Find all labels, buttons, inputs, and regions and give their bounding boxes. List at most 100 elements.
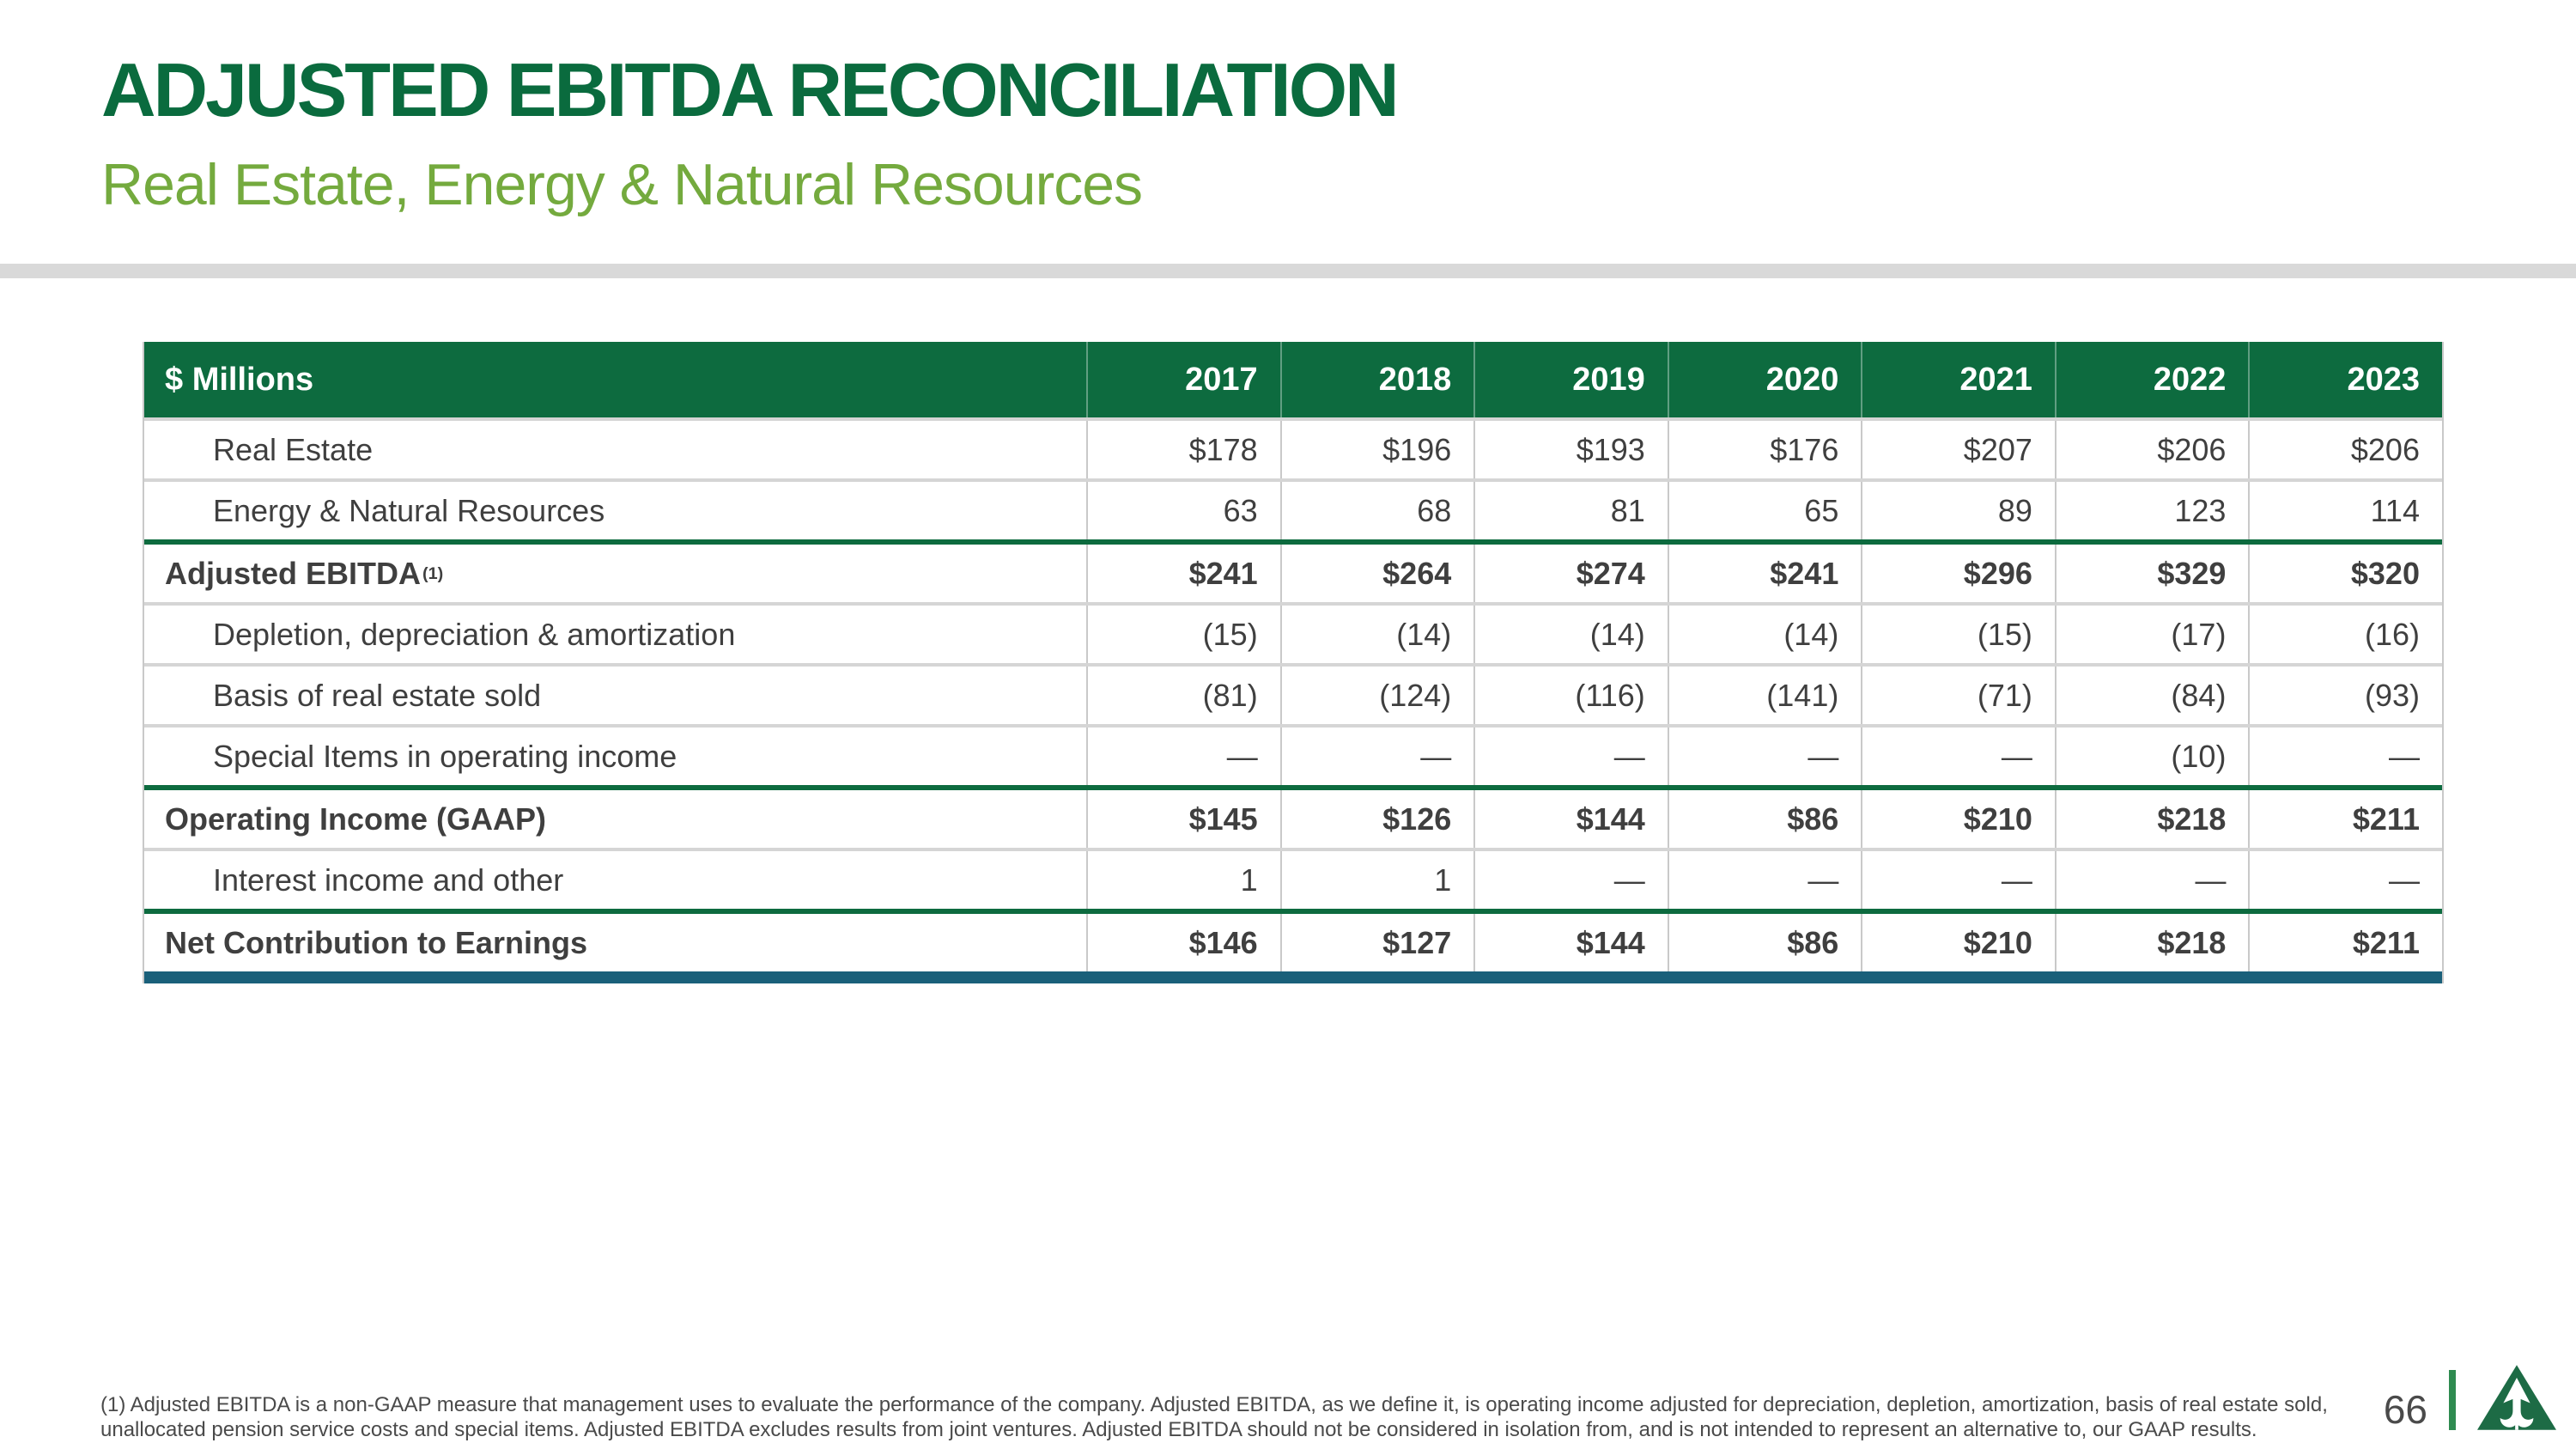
value-cell: (17) xyxy=(2054,606,2249,663)
footnote: (1) Adjusted EBITDA is a non-GAAP measur… xyxy=(100,1393,2328,1441)
row-label-text: Basis of real estate sold xyxy=(213,677,542,713)
value-cell: $296 xyxy=(1861,545,2055,602)
value-cell: $211 xyxy=(2248,790,2442,848)
value-cell: $274 xyxy=(1473,545,1668,602)
table-header-row: $ Millions 2017 2018 2019 2020 2021 2022 2023 xyxy=(144,342,2442,417)
value-cell: $86 xyxy=(1667,914,1862,971)
table-row: Basis of real estate sold (81) (124) (116)(… xyxy=(144,663,2442,724)
table-row: Net Contribution to Earnings $146 $127 $144… xyxy=(144,909,2442,983)
value-cell: $145 xyxy=(1086,790,1280,848)
table-row: Energy & Natural Resources 63 68 81 65 89 123 1… xyxy=(144,478,2442,539)
footer-divider-bar xyxy=(2449,1370,2456,1430)
value-cell: — xyxy=(2248,728,2442,785)
year-header: 2021 xyxy=(1861,342,2055,417)
table-row: Real Estate $178 $196 $193 $176 $207 $206 $206 xyxy=(144,417,2442,478)
row-label-text: Adjusted EBITDA xyxy=(165,555,422,591)
value-cell: $206 xyxy=(2054,421,2249,478)
row-label-text: Interest income and other xyxy=(213,861,564,898)
value-cell: 114 xyxy=(2248,482,2442,539)
value-cell: — xyxy=(1861,851,2055,909)
value-cell: (84) xyxy=(2054,667,2249,724)
table-row: Depletion, depreciation & amortization (1… xyxy=(144,602,2442,663)
table-body: Real Estate $178 $196 $193 $176 $207 $206 $206 E… xyxy=(144,417,2442,983)
value-cell: $193 xyxy=(1473,421,1668,478)
value-cell: $86 xyxy=(1667,790,1862,848)
row-label: Adjusted EBITDA (1) xyxy=(165,555,444,591)
value-cell: $144 xyxy=(1473,914,1668,971)
year-header: 2020 xyxy=(1667,342,1862,417)
value-cell: $207 xyxy=(1861,421,2055,478)
value-cell: $210 xyxy=(1861,914,2055,971)
row-label: Interest income and other xyxy=(144,851,1086,909)
value-cell: $211 xyxy=(2248,914,2442,971)
value-cell: $126 xyxy=(1279,790,1474,848)
value-cell: 65 xyxy=(1667,482,1862,539)
value-cell: (14) xyxy=(1279,606,1474,663)
header-divider xyxy=(0,264,2576,278)
value-cell: (15) xyxy=(1861,606,2055,663)
row-label-text: Special Items in operating income xyxy=(213,738,677,774)
value-cell: $196 xyxy=(1279,421,1474,478)
value-cell: (14) xyxy=(1667,606,1862,663)
value-cell: 1 xyxy=(1279,851,1474,909)
row-label-text: Depletion, depreciation & amortization xyxy=(213,616,736,652)
value-cell: — xyxy=(1473,851,1668,909)
value-cell: 81 xyxy=(1473,482,1668,539)
row-label-text: Energy & Natural Resources xyxy=(213,492,605,528)
year-header: 2017 xyxy=(1086,342,1280,417)
weyerhaeuser-logo-icon xyxy=(2477,1365,2556,1430)
year-header: 2023 xyxy=(2248,342,2442,417)
value-cell: — xyxy=(1667,728,1862,785)
value-cell: (93) xyxy=(2248,667,2442,724)
value-cell: — xyxy=(2248,851,2442,909)
row-label: Special Items in operating income xyxy=(144,728,1086,785)
value-cell: $206 xyxy=(2248,421,2442,478)
page-subtitle: Real Estate, Energy & Natural Resources xyxy=(101,152,1143,217)
value-cell: 63 xyxy=(1086,482,1280,539)
value-cell: 1 xyxy=(1086,851,1280,909)
value-cell: (81) xyxy=(1086,667,1280,724)
value-cell: $329 xyxy=(2054,545,2249,602)
page-number: 66 xyxy=(2383,1387,2427,1432)
row-label: Net Contribution to Earnings xyxy=(144,914,1086,971)
row-label: Real Estate xyxy=(144,421,1086,478)
value-cell: 68 xyxy=(1279,482,1474,539)
value-cell: $218 xyxy=(2054,914,2249,971)
value-cell: 89 xyxy=(1861,482,2055,539)
slide-footer: 66 xyxy=(2384,1365,2556,1430)
value-cell: $218 xyxy=(2054,790,2249,848)
value-cell: $210 xyxy=(1861,790,2055,848)
value-cell: $241 xyxy=(1086,545,1280,602)
value-cell: $146 xyxy=(1086,914,1280,971)
table-row: Special Items in operating income — — — — — (1… xyxy=(144,724,2442,785)
table-row: Adjusted EBITDA (1) $241 $264 $274 $241 $296 $3… xyxy=(144,539,2442,602)
value-cell: — xyxy=(1086,728,1280,785)
year-header: 2018 xyxy=(1279,342,1474,417)
table-row: Interest income and other 1 1— — — — — xyxy=(144,848,2442,909)
row-label: Basis of real estate sold xyxy=(144,667,1086,724)
value-cell: — xyxy=(2054,851,2249,909)
value-cell: $176 xyxy=(1667,421,1862,478)
unit-label: $ Millions xyxy=(165,361,314,398)
value-cell: $127 xyxy=(1279,914,1474,971)
row-label-text: Operating Income (GAAP) xyxy=(165,801,547,837)
value-cell: — xyxy=(1279,728,1474,785)
value-cell: (116) xyxy=(1473,667,1668,724)
page-title: ADJUSTED EBITDA RECONCILIATION xyxy=(101,47,1400,132)
value-cell: $178 xyxy=(1086,421,1280,478)
row-label-text: Net Contribution to Earnings xyxy=(165,924,587,960)
value-cell: (14) xyxy=(1473,606,1668,663)
ebitda-table: $ Millions 2017 2018 2019 2020 2021 2022 2023 … xyxy=(143,342,2444,983)
year-header: 2019 xyxy=(1473,342,1668,417)
value-cell: (141) xyxy=(1667,667,1862,724)
row-label: Operating Income (GAAP) xyxy=(144,790,1086,848)
table-row: Operating Income (GAAP) $145 $126 $144 $86 $2… xyxy=(144,785,2442,848)
row-label: Energy & Natural Resources xyxy=(144,482,1086,539)
value-cell: (71) xyxy=(1861,667,2055,724)
value-cell: $320 xyxy=(2248,545,2442,602)
value-cell: (10) xyxy=(2054,728,2249,785)
year-header: 2022 xyxy=(2054,342,2249,417)
value-cell: $144 xyxy=(1473,790,1668,848)
value-cell: (124) xyxy=(1279,667,1474,724)
